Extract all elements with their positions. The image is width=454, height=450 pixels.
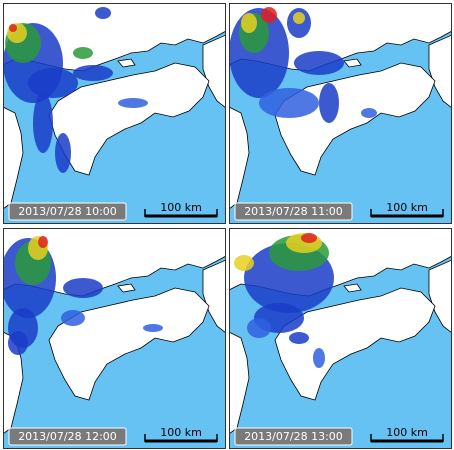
timestamp-box [234, 202, 353, 221]
radar-panel: 2013/07/28 13:00 100 km [229, 228, 452, 449]
timestamp: 2013/07/28 13:00 [244, 430, 343, 443]
panel-frame [3, 3, 226, 224]
rain-echo [301, 233, 317, 243]
panel-frame [229, 3, 452, 224]
rain-echo [118, 98, 148, 108]
radar-panel: 2013/07/28 10:00 100 km [3, 3, 226, 224]
rain-echo [247, 318, 271, 338]
rain-echo [63, 278, 103, 298]
scale-label: 100 km [160, 201, 202, 214]
rain-echo [33, 93, 53, 153]
radar-panel: 2013/07/28 11:00 100 km [229, 3, 452, 224]
rain-echo [241, 13, 257, 33]
rain-echo [28, 68, 78, 98]
rain-echo [319, 83, 339, 123]
rain-echo [38, 236, 48, 248]
rain-echo [289, 332, 309, 344]
rain-echo [8, 331, 28, 355]
rain-echo [313, 348, 325, 368]
timestamp-box [234, 427, 353, 446]
rain-echo [234, 255, 254, 271]
rain-echo [294, 51, 344, 75]
panel-content [229, 3, 452, 224]
rain-echo [9, 24, 17, 32]
rain-echo [259, 88, 319, 118]
timestamp: 2013/07/28 10:00 [18, 205, 117, 218]
timestamp: 2013/07/28 12:00 [18, 430, 117, 443]
rain-echo [293, 12, 305, 24]
timestamp-box [8, 427, 127, 446]
scale-label: 100 km [160, 426, 202, 439]
timestamp: 2013/07/28 11:00 [244, 205, 343, 218]
rain-echo [261, 7, 277, 23]
rain-echo [73, 47, 93, 59]
panel-content [3, 3, 226, 224]
rain-echo [143, 324, 163, 332]
rain-echo [95, 7, 111, 19]
panel-content [229, 228, 452, 449]
scale-label: 100 km [386, 201, 428, 214]
rain-echo [73, 65, 113, 81]
scale-label: 100 km [386, 426, 428, 439]
timestamp-box [8, 202, 127, 221]
radar-panel: 2013/07/28 12:00 100 km [3, 228, 226, 449]
panel-content [3, 228, 226, 449]
rain-echo [55, 133, 71, 173]
rain-echo [361, 108, 377, 118]
rain-echo [61, 310, 85, 326]
panel-frame [3, 228, 226, 449]
panel-frame [229, 228, 452, 449]
